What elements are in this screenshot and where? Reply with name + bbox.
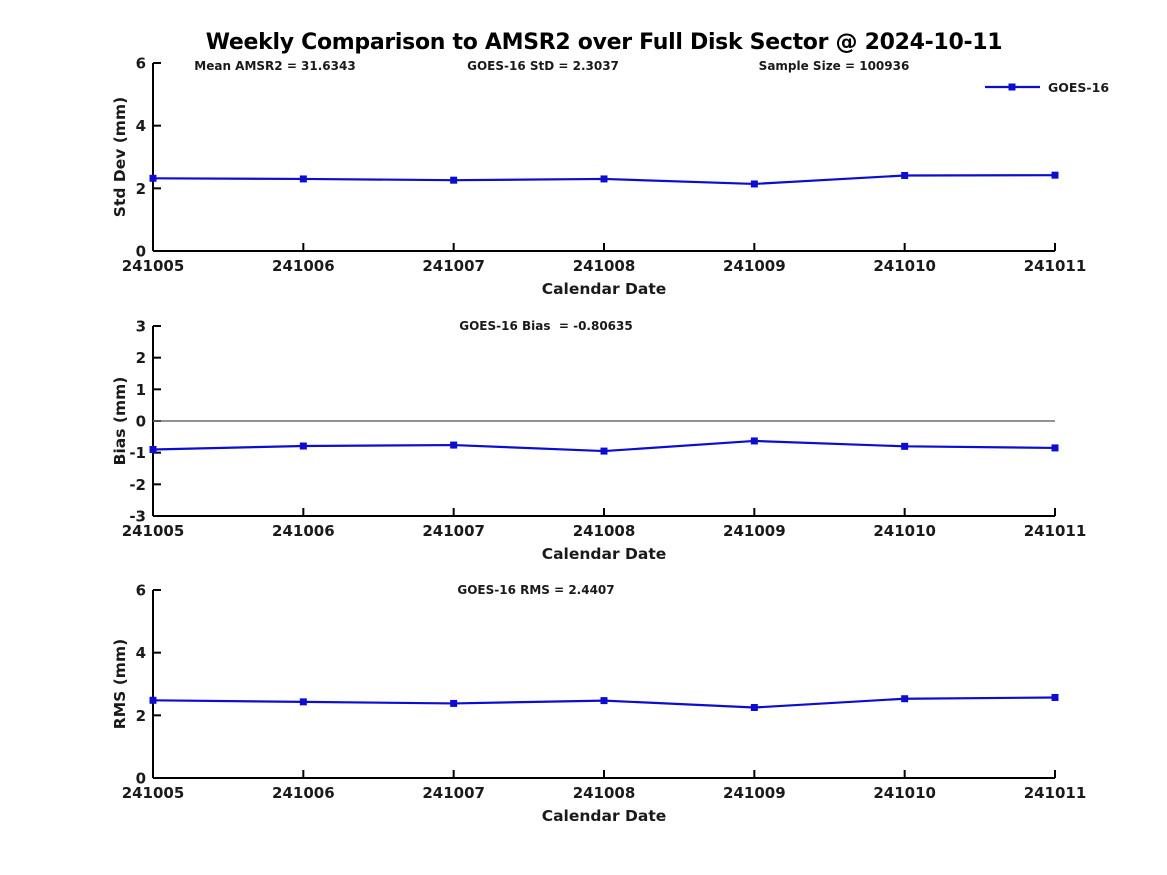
annotation: Sample Size = 100936 — [759, 59, 910, 73]
x-tick-label: 241007 — [422, 522, 485, 540]
y-tick-label: 6 — [136, 56, 146, 73]
stddev-subplot: 0 2 4 6 241005 241006 241007 241008 241009 241010… — [0, 55, 1167, 306]
data-point-marker — [149, 174, 157, 182]
x-tick-label: 241008 — [573, 784, 636, 802]
y-tick-label: 2 — [136, 180, 146, 198]
y-tick-label: 2 — [136, 349, 146, 367]
data-point-marker — [750, 180, 758, 188]
y-tick-label: 1 — [136, 381, 146, 399]
bias-subplot: -3 -2 -1 0 1 2 3 241005 241006 241007 241008 241009… — [0, 318, 1167, 569]
data-point-marker — [600, 175, 608, 183]
x-axis-label: Calendar Date — [542, 545, 667, 563]
x-tick-label: 241006 — [272, 784, 335, 802]
y-axis-label: Bias (mm) — [111, 377, 129, 466]
legend-label: GOES-16 — [1048, 80, 1109, 95]
std_dev-plot: 0 2 4 6 241005 241006 241007 241008 241009 241010… — [111, 55, 1109, 299]
y-tick-label: -3 — [129, 508, 146, 526]
x-tick-label: 241009 — [723, 784, 786, 802]
x-tick-label: 241005 — [122, 257, 185, 275]
x-tick-label: 241008 — [573, 257, 636, 275]
annotation: GOES-16 Bias = -0.80635 — [459, 319, 632, 333]
y-tick-label: 3 — [136, 318, 146, 336]
x-axis-label: Calendar Date — [542, 280, 667, 298]
x-tick-label: 241008 — [573, 522, 636, 540]
chart-title: Weekly Comparison to AMSR2 over Full Dis… — [205, 30, 1003, 55]
x-tick-label: 241005 — [122, 522, 185, 540]
y-tick-label: 0 — [136, 770, 146, 788]
x-tick-label: 241010 — [873, 784, 936, 802]
x-tick-label: 241007 — [422, 784, 485, 802]
bias-plot: -3 -2 -1 0 1 2 3 241005 241006 241007 241008 241009… — [111, 318, 1087, 564]
x-tick-label: 241010 — [873, 257, 936, 275]
data-point-marker — [450, 441, 458, 449]
x-tick-label: 241011 — [1024, 257, 1087, 275]
x-tick-label: 241006 — [272, 522, 335, 540]
x-tick-label: 241011 — [1024, 522, 1087, 540]
data-point-marker — [750, 437, 758, 445]
y-axis-label: Std Dev (mm) — [111, 97, 129, 217]
x-tick-label: 241009 — [723, 257, 786, 275]
data-point-marker — [901, 442, 909, 450]
x-tick-label: 241011 — [1024, 784, 1087, 802]
y-tick-label: 0 — [136, 413, 146, 431]
x-tick-label: 241009 — [723, 522, 786, 540]
y-tick-label: 4 — [136, 644, 146, 662]
x-tick-label: 241005 — [122, 784, 185, 802]
data-point-marker — [450, 176, 458, 184]
data-point-marker — [299, 442, 307, 450]
legend: GOES-16 — [985, 80, 1109, 95]
y-tick-label: 4 — [136, 117, 146, 135]
y-axis-label: RMS (mm) — [111, 639, 129, 729]
x-tick-label: 241007 — [422, 257, 485, 275]
y-tick-label: 0 — [136, 243, 146, 261]
annotation: Mean AMSR2 = 31.6343 — [194, 59, 355, 73]
y-tick-label: 2 — [136, 707, 146, 725]
data-point-marker — [750, 704, 758, 711]
data-point-marker — [901, 695, 909, 703]
data-point-marker — [149, 446, 157, 453]
data-point-marker — [1051, 444, 1059, 452]
y-tick-label: -2 — [129, 476, 146, 494]
data-point-marker — [450, 699, 458, 707]
rms-plot: 0 2 4 6 241005 241006 241007 241008 241009 241010… — [111, 582, 1087, 826]
x-axis-label: Calendar Date — [542, 807, 667, 825]
data-point-marker — [149, 696, 157, 704]
data-point-marker — [1051, 171, 1059, 179]
x-tick-label: 241006 — [272, 257, 335, 275]
data-point-marker — [600, 697, 608, 705]
data-point-marker — [901, 171, 909, 179]
annotation: GOES-16 RMS = 2.4407 — [457, 583, 614, 597]
rms-subplot: 0 2 4 6 241005 241006 241007 241008 241009 241010… — [0, 582, 1167, 836]
y-tick-label: -1 — [129, 444, 146, 462]
data-point-marker — [299, 698, 307, 706]
annotation: GOES-16 StD = 2.3037 — [467, 59, 619, 73]
y-tick-label: 6 — [136, 582, 146, 600]
data-point-marker — [600, 447, 608, 455]
x-tick-label: 241010 — [873, 522, 936, 540]
data-point-marker — [299, 175, 307, 183]
legend-marker — [1008, 83, 1016, 91]
data-point-marker — [1051, 693, 1059, 701]
